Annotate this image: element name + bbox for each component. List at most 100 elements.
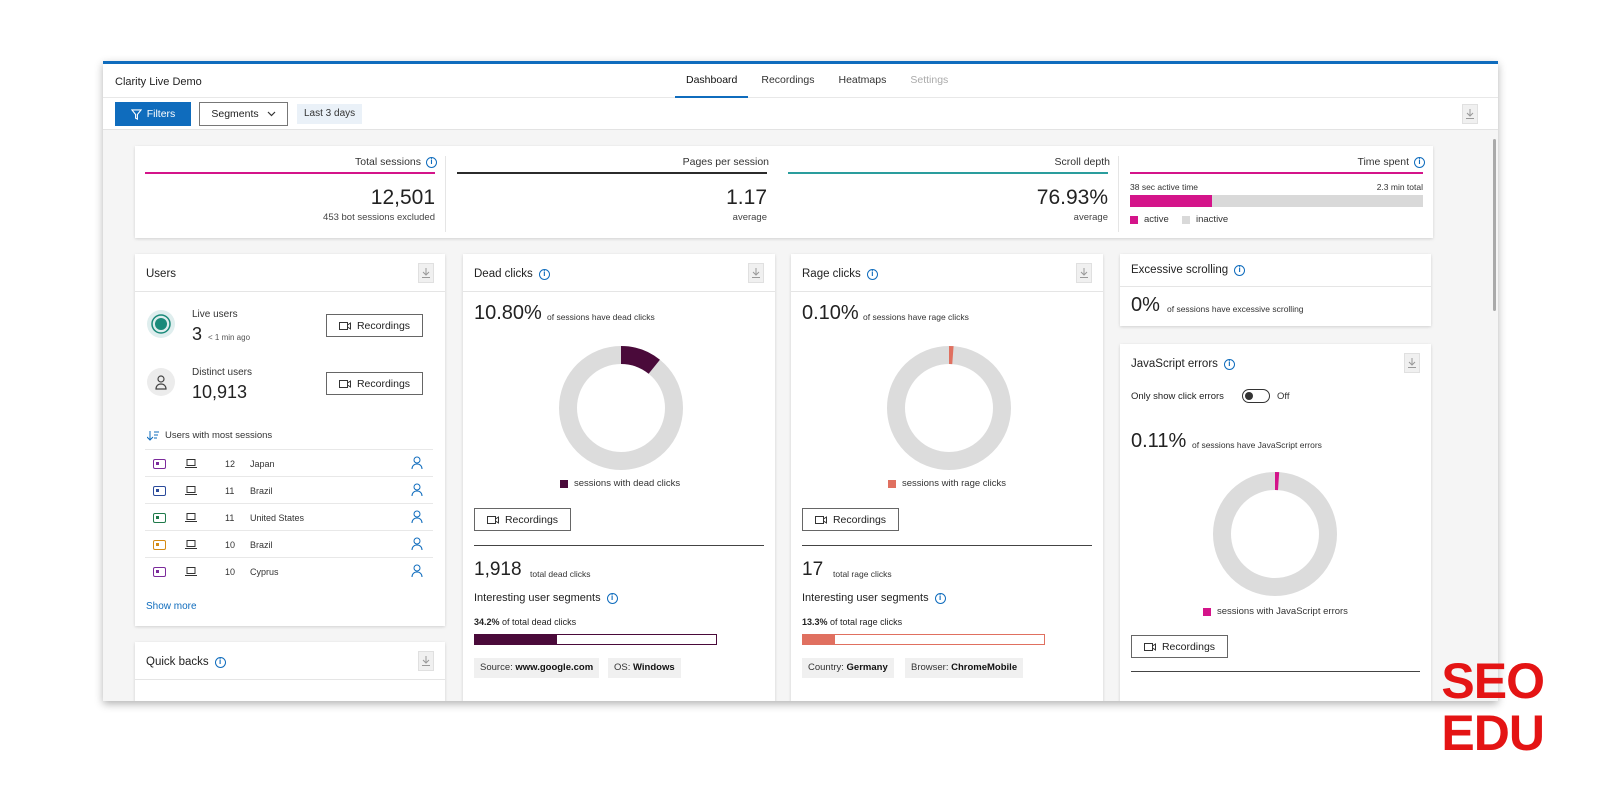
download-icon[interactable] [1076,263,1092,283]
time-spent-metric: Time spent i 38 sec active time 2.3 min t… [1120,146,1433,238]
rage-clicks-recordings-button[interactable]: Recordings [802,508,899,531]
pages-per-session-value: 1.17 [726,186,767,209]
dead-clicks-card: Dead clicks i 10.80% of sessions have dea… [463,254,775,701]
country-tag[interactable]: Country: Germany [802,658,894,678]
rage-clicks-segments-heading: Interesting user segments i [802,592,946,604]
main-nav: Dashboard Recordings Heatmaps Settings [675,64,961,98]
watermark-line1: SEO [1441,653,1545,709]
country-name: Japan [250,459,275,469]
most-sessions-label: Users with most sessions [165,430,273,441]
rage-clicks-card: Rage clicks i 0.10% of sessions have rage… [791,254,1103,701]
info-icon[interactable]: i [866,268,878,280]
date-range-chip[interactable]: Last 3 days [297,104,363,124]
country-name: Brazil [250,486,273,496]
recordings-label: Recordings [1161,640,1216,653]
segment-pct-sub: of total rage clicks [830,617,903,627]
table-row[interactable]: 11 United States [145,503,433,530]
table-row[interactable]: 10 Brazil [145,530,433,557]
javascript-errors-percent-sub: of sessions have JavaScript errors [1192,440,1322,450]
javascript-errors-legend-label: sessions with JavaScript errors [1217,606,1348,617]
distinct-users-recordings-button[interactable]: Recordings [326,372,423,395]
recordings-label: Recordings [356,319,411,332]
distinct-users-icon [147,368,175,396]
laptop-icon [185,540,197,549]
legend-inactive: inactive [1182,214,1228,225]
info-icon[interactable]: i [1234,264,1246,276]
donut-segment [887,346,1011,470]
info-icon[interactable]: i [214,656,226,668]
user-icon[interactable] [411,483,423,497]
show-more-link[interactable]: Show more [146,601,197,612]
user-icon[interactable] [411,510,423,524]
quick-backs-title: Quick backs [146,656,209,668]
legend-active: active [1130,214,1169,225]
tag-value: ChromeMobile [951,662,1018,673]
table-row[interactable]: 12 Japan [145,449,433,476]
browser-tag[interactable]: Browser: ChromeMobile [905,658,1024,678]
info-icon[interactable]: i [934,592,946,604]
info-icon[interactable]: i [1414,156,1425,168]
session-count: 11 [225,486,235,496]
download-icon[interactable] [418,651,434,671]
tag-value: www.google.com [515,662,594,673]
tab-recordings[interactable]: Recordings [761,74,815,86]
user-icon[interactable] [411,456,423,470]
info-icon[interactable]: i [606,592,618,604]
live-users-recordings-button[interactable]: Recordings [326,314,423,337]
info-icon[interactable]: i [1223,358,1235,370]
dead-clicks-segment-share: 34.2% of total dead clicks [474,617,576,627]
segments-dropdown[interactable]: Segments [199,102,288,126]
segments-label: Segments [211,108,259,120]
pages-per-session-rule [457,172,767,174]
scroll-depth-label: Scroll depth [1054,156,1110,168]
info-icon[interactable]: i [538,268,550,280]
rage-clicks-total-sub: total rage clicks [833,569,892,579]
divider [445,156,446,232]
download-icon[interactable] [1404,353,1420,373]
dead-clicks-donut-chart [559,346,683,470]
download-icon[interactable] [1462,104,1478,124]
tab-dashboard[interactable]: Dashboard [675,64,749,98]
scrollbar[interactable] [1493,139,1496,311]
id-card-icon [153,486,166,496]
download-icon[interactable] [748,263,764,283]
filters-label: Filters [146,108,176,120]
time-spent-rule [1130,172,1423,174]
laptop-icon [185,459,197,468]
session-count: 12 [225,459,236,469]
segment-pct: 34.2% [474,617,500,627]
filter-icon [130,108,142,120]
id-card-icon [153,459,166,469]
tab-settings[interactable]: Settings [910,74,949,86]
filters-button[interactable]: Filters [115,102,191,126]
card-divider [463,291,775,292]
os-tag[interactable]: OS: Windows [608,658,681,678]
pages-per-session-sub: average [732,212,767,223]
javascript-errors-recordings-button[interactable]: Recordings [1131,635,1228,658]
excessive-scrolling-card: Excessive scrolling i 0% of sessions have… [1120,254,1431,326]
user-icon[interactable] [411,537,423,551]
active-time-label: 38 sec active time [1130,182,1199,192]
tab-heatmaps[interactable]: Heatmaps [838,74,887,86]
click-errors-toggle[interactable] [1242,389,1270,403]
section-divider [1131,671,1420,672]
donut-remainder [1213,472,1337,596]
table-row[interactable]: 10 Cyprus [145,557,433,584]
download-icon[interactable] [418,263,434,283]
rage-clicks-segment-bar [802,634,1045,645]
donut-remainder [559,346,683,470]
total-time-label: 2.3 min total [1376,182,1423,192]
info-icon[interactable]: i [426,156,437,168]
bot-sessions-note: 453 bot sessions excluded [323,212,435,223]
pages-per-session-label: Pages per session [682,156,769,168]
country-name: Cyprus [250,567,279,577]
watermark-line2: EDU [1441,705,1545,761]
dead-clicks-percent: 10.80% [474,302,542,324]
dead-clicks-recordings-button[interactable]: Recordings [474,508,571,531]
user-icon[interactable] [411,564,423,578]
app-title: Clarity Live Demo [115,76,202,88]
laptop-icon [185,486,197,495]
table-row[interactable]: 11 Brazil [145,476,433,503]
source-tag[interactable]: Source: www.google.com [474,658,600,678]
section-divider [802,545,1092,546]
